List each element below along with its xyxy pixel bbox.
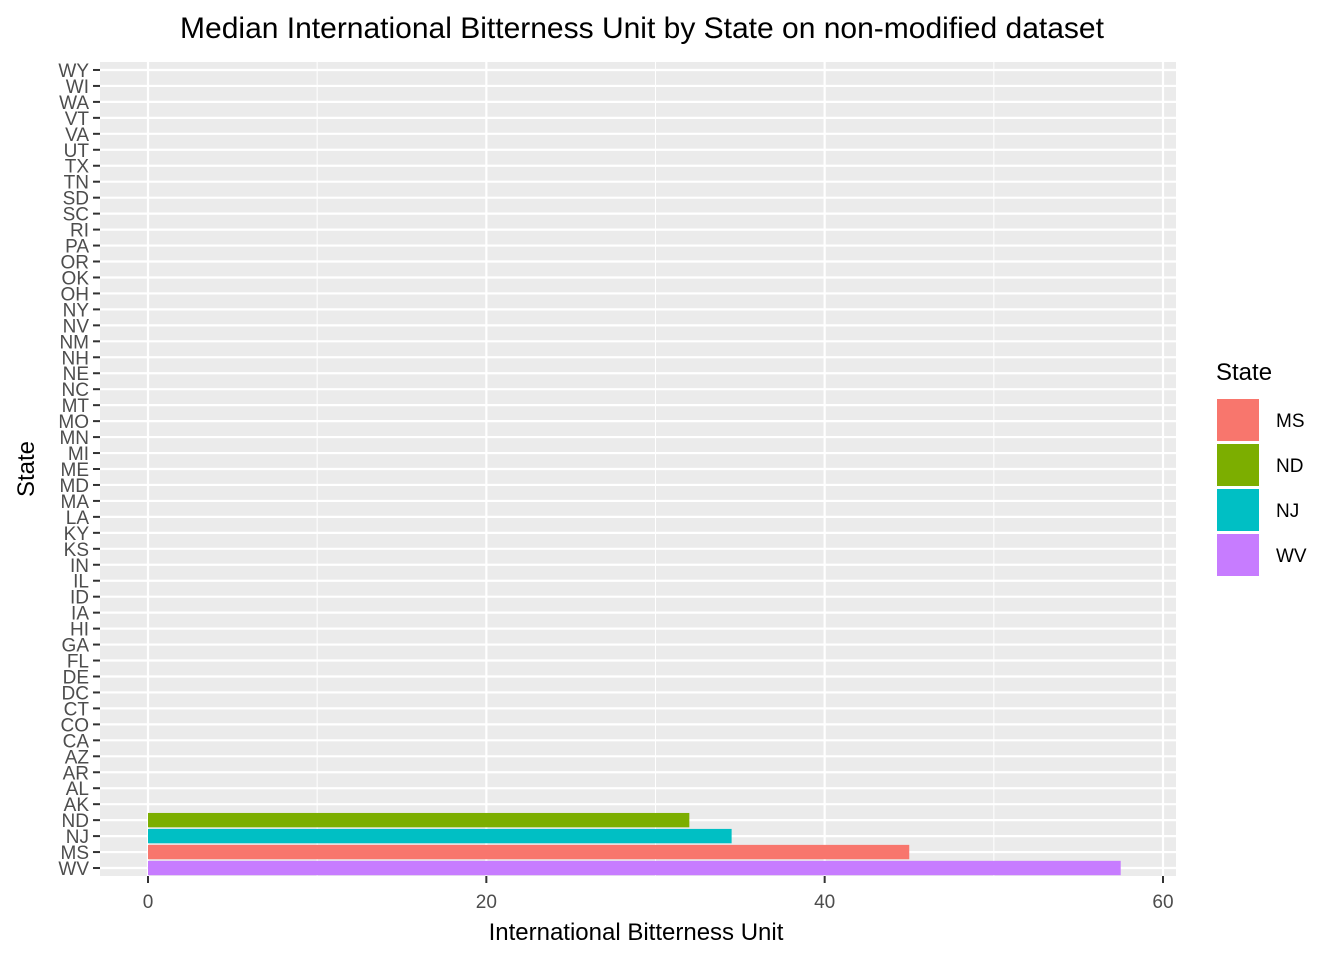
- chart-title: Median International Bitterness Unit by …: [180, 12, 1105, 45]
- y-tick-label: NC: [62, 380, 89, 401]
- bar-wv: [148, 860, 1121, 876]
- y-tick-label: NE: [63, 364, 89, 385]
- legend: State MS ND NJ WV: [1216, 359, 1307, 576]
- legend-key: [1217, 489, 1259, 531]
- y-tick-label: IN: [70, 556, 89, 577]
- y-tick-label: UT: [64, 141, 90, 162]
- y-tick-label: MT: [62, 396, 90, 417]
- x-axis: 0 20 40 60: [143, 876, 1174, 913]
- y-tick-label: MS: [61, 843, 90, 864]
- y-tick-label: IA: [71, 604, 89, 625]
- y-tick-label: NH: [62, 348, 89, 369]
- y-tick-label: FL: [67, 652, 89, 673]
- x-tick-label: 0: [143, 892, 154, 913]
- y-tick-label: WI: [66, 77, 89, 98]
- legend-label: MS: [1276, 411, 1305, 432]
- legend-title: State: [1216, 359, 1272, 386]
- legend-key: [1217, 444, 1259, 486]
- x-axis-label: International Bitterness Unit: [489, 919, 784, 946]
- y-tick-label: WV: [58, 859, 89, 880]
- y-tick-label: ME: [61, 460, 90, 481]
- x-tick-label: 60: [1152, 892, 1173, 913]
- y-tick-label: RI: [70, 221, 89, 242]
- y-tick-label: LA: [66, 508, 90, 529]
- bar-nj: [148, 828, 732, 844]
- y-tick-label: NM: [59, 332, 89, 353]
- y-tick-label: AK: [64, 795, 90, 816]
- y-tick-label: AL: [66, 779, 89, 800]
- x-tick-label: 20: [476, 892, 497, 913]
- y-tick-label: WA: [59, 93, 89, 114]
- y-tick-label: AR: [63, 763, 89, 784]
- y-tick-label: ID: [70, 588, 89, 609]
- legend-label: WV: [1276, 546, 1307, 567]
- x-tick-label: 40: [814, 892, 835, 913]
- legend-label: ND: [1276, 456, 1303, 477]
- y-tick-label: OK: [62, 268, 90, 289]
- y-tick-label: CO: [61, 715, 90, 736]
- y-tick-label: AZ: [65, 747, 90, 768]
- y-tick-label: SC: [63, 205, 89, 226]
- y-tick-label: ND: [62, 811, 89, 832]
- y-tick-label: KY: [64, 524, 90, 545]
- y-tick-label: WY: [58, 61, 89, 82]
- y-tick-label: NJ: [66, 827, 89, 848]
- y-tick-label: MA: [61, 492, 90, 513]
- y-tick-label: MI: [68, 444, 89, 465]
- y-tick-label: VA: [65, 125, 89, 146]
- y-tick-label: VT: [65, 109, 90, 130]
- y-tick-label: OH: [61, 284, 90, 305]
- y-tick-label: HI: [70, 620, 89, 641]
- y-tick-label: OR: [61, 253, 90, 274]
- bar-ms: [148, 844, 910, 860]
- y-tick-label: NY: [63, 300, 90, 321]
- y-tick-label: TN: [64, 173, 89, 194]
- y-tick-label: GA: [62, 636, 90, 657]
- y-axis-label: State: [13, 441, 40, 497]
- bar-nd: [148, 812, 690, 828]
- bars: [148, 812, 1121, 876]
- y-tick-label: MN: [59, 428, 89, 449]
- y-tick-label: CT: [64, 699, 90, 720]
- legend-key: [1217, 534, 1259, 576]
- y-tick-label: IL: [73, 572, 89, 593]
- y-tick-label: MD: [59, 476, 89, 497]
- y-tick-label: MO: [58, 412, 89, 433]
- y-axis: WVMSNJNDAKALARAZCACOCTDCDEFLGAHIIAIDILIN…: [58, 61, 100, 880]
- y-tick-label: SD: [63, 189, 89, 210]
- y-tick-label: KS: [64, 540, 89, 561]
- y-tick-label: NV: [63, 316, 90, 337]
- y-tick-label: PA: [65, 237, 89, 258]
- y-tick-label: CA: [63, 731, 90, 752]
- y-tick-label: DC: [62, 683, 89, 704]
- y-tick-label: DE: [63, 667, 89, 688]
- legend-label: NJ: [1276, 501, 1299, 522]
- legend-key: [1217, 399, 1259, 441]
- y-tick-label: TX: [65, 157, 90, 178]
